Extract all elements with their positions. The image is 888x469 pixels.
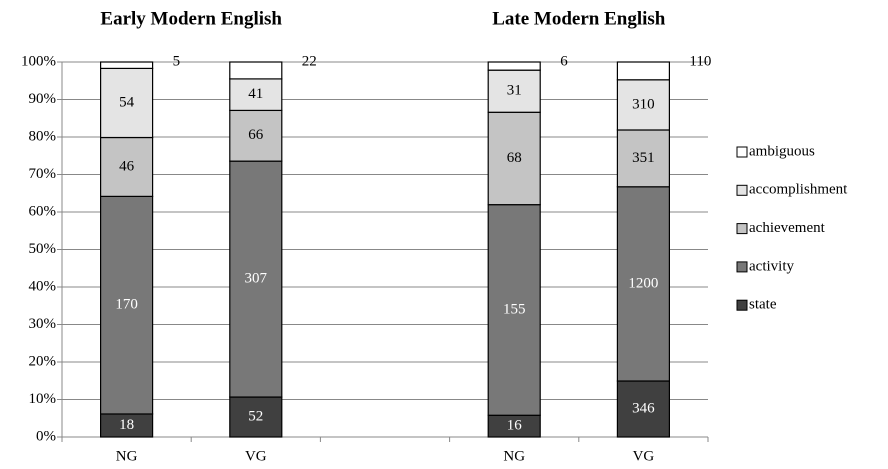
legend-label: achievement (749, 220, 826, 236)
bar-segment (487, 61, 541, 71)
x-tick-label: VG (633, 448, 655, 464)
legend-swatch (736, 223, 748, 235)
bar-segment (229, 160, 283, 398)
data-label: 307 (245, 271, 268, 287)
data-label: 46 (119, 158, 135, 174)
group-title: Early Modern English (100, 8, 282, 29)
bar-segment (229, 109, 283, 162)
legend-swatch (736, 261, 748, 273)
legend-label: accomplishment (749, 182, 848, 198)
legend-swatch (736, 184, 748, 196)
data-label: 6 (560, 53, 568, 69)
y-tick-label: 80% (29, 128, 57, 144)
y-tick-label: 10% (29, 391, 57, 407)
x-tick-label: NG (116, 448, 138, 464)
y-tick-label: 40% (29, 278, 57, 294)
bar-segment (229, 61, 283, 80)
data-label: 155 (503, 301, 526, 317)
legend-label: state (749, 297, 777, 313)
data-label: 31 (507, 83, 522, 99)
data-label: 170 (115, 297, 138, 313)
bar-segment (99, 67, 154, 139)
legend-swatch (736, 146, 748, 158)
data-label: 22 (302, 53, 317, 69)
legend-swatch (736, 299, 748, 311)
data-label: 351 (632, 150, 655, 166)
y-tick-label: 70% (29, 166, 57, 182)
data-label: 66 (248, 127, 264, 143)
bar-segment (616, 380, 671, 438)
bar-segment (487, 69, 541, 113)
data-label: 310 (632, 96, 655, 112)
data-label: 1200 (628, 275, 658, 291)
y-tick-label: 90% (29, 91, 57, 107)
y-tick-label: 20% (29, 353, 57, 369)
data-label: 52 (248, 408, 263, 424)
data-label: 16 (507, 418, 523, 434)
data-label: 54 (119, 94, 135, 110)
legend-label: ambiguous (749, 143, 815, 159)
y-tick-label: 100% (21, 53, 56, 69)
data-label: 68 (507, 150, 522, 166)
x-tick-label: NG (503, 448, 525, 464)
bar-segment (616, 79, 671, 131)
y-tick-label: 30% (29, 316, 57, 332)
bar-segment (229, 396, 283, 438)
data-label: 110 (689, 53, 711, 69)
y-tick-label: 50% (29, 241, 57, 257)
data-label: 18 (119, 417, 134, 433)
bar-segment (99, 61, 154, 69)
bar-segment (99, 195, 154, 415)
group-title: Late Modern English (492, 8, 666, 29)
data-label: 5 (173, 53, 181, 69)
bar-segment (616, 61, 671, 81)
y-tick-label: 60% (29, 203, 57, 219)
bar-segment (99, 136, 154, 197)
legend-label: activity (749, 258, 794, 274)
x-tick-label: VG (245, 448, 267, 464)
data-label: 41 (248, 86, 263, 102)
y-tick-label: 0% (36, 428, 56, 444)
data-label: 346 (632, 400, 655, 416)
bar-segment (229, 78, 283, 112)
